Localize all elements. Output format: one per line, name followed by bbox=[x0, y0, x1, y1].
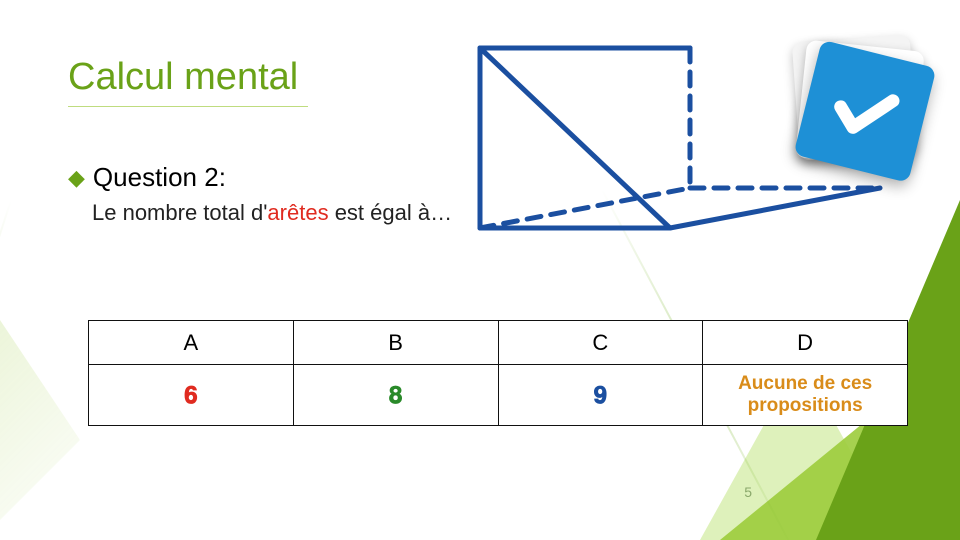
question-text-prefix: Le nombre total d' bbox=[92, 200, 267, 225]
question-label: Question bbox=[93, 162, 197, 193]
check-icon bbox=[820, 66, 910, 156]
option-header: B bbox=[293, 321, 498, 365]
bullet-icon: ◆ bbox=[68, 165, 85, 191]
question-text-accent: arêtes bbox=[267, 200, 328, 225]
option-value-a: 𝟔 bbox=[89, 365, 294, 426]
question-number: 2: bbox=[204, 162, 226, 193]
page-number: 5 bbox=[744, 484, 752, 500]
option-value-b: 𝟖 bbox=[293, 365, 498, 426]
option-header: C bbox=[498, 321, 703, 365]
question-text-suffix: est égal à… bbox=[329, 200, 453, 225]
options-table: A B C D 𝟔 𝟖 𝟗 Aucune de ces propositions bbox=[88, 320, 908, 426]
question-heading: ◆ Question 2: bbox=[68, 162, 226, 193]
decor-left-triangle bbox=[0, 260, 80, 540]
options-header-row: A B C D bbox=[89, 321, 908, 365]
option-value-c: 𝟗 bbox=[498, 365, 703, 426]
slide-title: Calcul mental bbox=[68, 56, 298, 99]
check-badge bbox=[778, 26, 947, 195]
option-header: A bbox=[89, 321, 294, 365]
option-header: D bbox=[703, 321, 908, 365]
title-underline bbox=[68, 106, 308, 107]
question-text: Le nombre total d'arêtes est égal à… bbox=[92, 200, 452, 226]
options-value-row: 𝟔 𝟖 𝟗 Aucune de ces propositions bbox=[89, 365, 908, 426]
option-value-d: Aucune de ces propositions bbox=[703, 365, 908, 426]
